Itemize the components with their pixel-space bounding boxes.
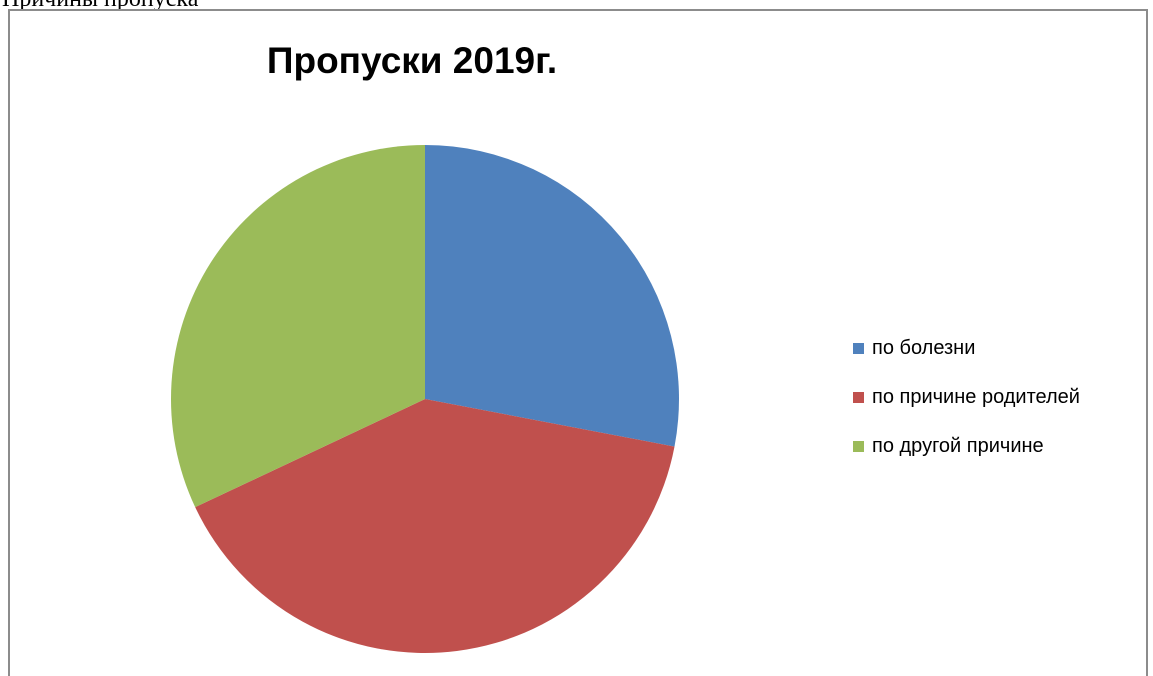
- legend-item: по другой причине: [853, 432, 1080, 460]
- chart-legend: по болезни по причине родителей по друго…: [853, 334, 1080, 481]
- legend-item: по болезни: [853, 334, 1080, 362]
- pie-slice-0: [425, 145, 680, 447]
- legend-swatch-1: [853, 391, 864, 403]
- legend-swatch-0: [853, 342, 864, 354]
- legend-label: по причине родителей: [872, 385, 1080, 408]
- chart-title: Пропуски 2019г.: [266, 40, 558, 81]
- legend-label: по болезни: [872, 336, 976, 359]
- legend-item: по причине родителей: [853, 383, 1080, 411]
- pie-slice-1: [195, 399, 675, 653]
- legend-label: по другой причине: [872, 434, 1044, 457]
- legend-swatch-2: [853, 440, 864, 452]
- pie-slice-2: [170, 145, 425, 508]
